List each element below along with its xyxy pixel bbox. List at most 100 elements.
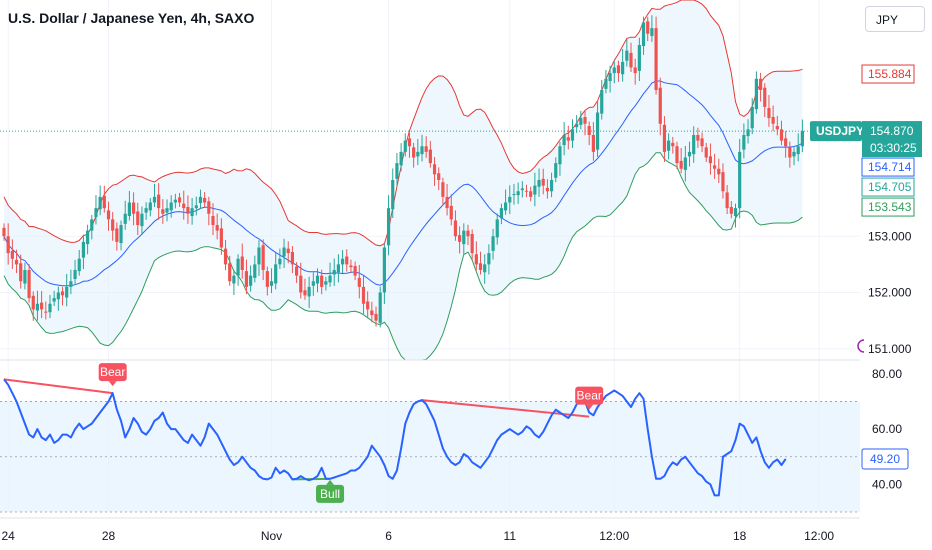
time-tick-label: 18 [733,529,747,543]
symbol-label: USDJPY [810,121,864,142]
candle-body [282,247,286,257]
candle [182,190,186,220]
candle-body [746,129,750,137]
candle-body [31,295,35,310]
candle [575,115,579,134]
candle [60,286,65,306]
candle [278,248,282,269]
candle [474,241,478,271]
candle-body [566,137,570,141]
candle-body [750,106,754,129]
rsi-tick-label: 80.00 [872,367,902,381]
rsi-axis[interactable]: 80.00 60.00 40.00 49.20 [861,367,909,492]
candle [290,246,295,274]
candle-body [211,216,215,225]
candle-body [98,196,102,210]
candle-body [307,286,311,297]
currency-button[interactable]: JPY [865,6,925,32]
candle-body [286,248,290,254]
candle-body [704,147,708,158]
divergence-tag-bg [575,386,604,405]
candle [729,201,733,219]
candle [207,196,211,226]
candle-body [311,281,315,286]
candle [81,234,86,270]
candle-body [56,292,60,300]
candle-body [244,271,249,287]
candle [211,203,215,236]
candle-body [424,146,428,152]
candle-body [140,213,144,227]
close-marker-label-text: 154.705 [868,180,912,194]
candle [203,192,207,207]
candle [44,301,48,320]
candle [236,254,240,286]
candle-body [675,146,679,164]
candle-body [60,291,65,296]
divergence-tag-label: Bear [577,389,602,403]
candle [399,143,403,172]
candle-body [382,247,386,293]
candle [332,258,336,287]
candle [466,224,470,245]
candle [725,185,729,215]
candle-body [725,192,729,209]
time-axis[interactable]: 24 28 Nov 6 11 12:00 18 12:00 [0,517,860,543]
candle-body [378,292,382,323]
close-marker-label: 154.705 [861,177,915,197]
candle [746,119,750,144]
candle [462,223,466,255]
candle-body [169,202,173,211]
candle [700,132,704,153]
candle-body [274,264,278,284]
scroll-indicator[interactable] [857,339,865,353]
divergence-tag-pointer [108,381,117,387]
candle-body [386,208,391,246]
divergence-tag-bg [98,363,127,382]
candle [232,269,236,296]
price-axis[interactable]: 151.000 152.000 153.000 [868,229,912,356]
candle-body [683,157,687,170]
candle-body [395,163,399,179]
last-price-text: 154.870 [870,124,914,138]
candle [483,254,487,284]
candle [675,141,679,170]
divergence-tag-bear: Bear [98,363,127,387]
candle-body [796,146,800,155]
candle [758,72,763,102]
rsi-last-value-text: 49.20 [870,452,900,466]
candle-body [407,138,412,147]
candle-body [374,313,378,321]
candle-body [495,219,499,238]
candle [198,189,203,209]
candle [186,195,190,224]
candle-body [232,275,236,284]
candle-body [625,50,629,61]
candle [420,134,424,162]
candle [792,147,796,166]
candle-body [800,131,804,147]
candle-body [508,196,512,203]
basis-label-text: 154.714 [868,160,912,174]
candle-body [478,263,483,270]
candle [286,241,290,264]
candle-body [131,202,136,214]
candle [767,95,771,127]
candle-body [729,207,733,214]
candle-body [399,151,403,166]
last-price-bg [862,121,922,158]
candle [14,249,19,274]
candle [10,239,14,269]
candle-body [416,151,420,157]
candle [265,266,269,296]
candle [223,239,228,271]
candle-body [600,90,604,114]
candle-body [219,228,223,248]
candle [19,254,23,289]
candle-body [696,135,700,141]
candle-body [14,259,19,265]
candle-body [190,208,194,216]
candle-body [733,208,738,216]
candle [549,172,554,198]
